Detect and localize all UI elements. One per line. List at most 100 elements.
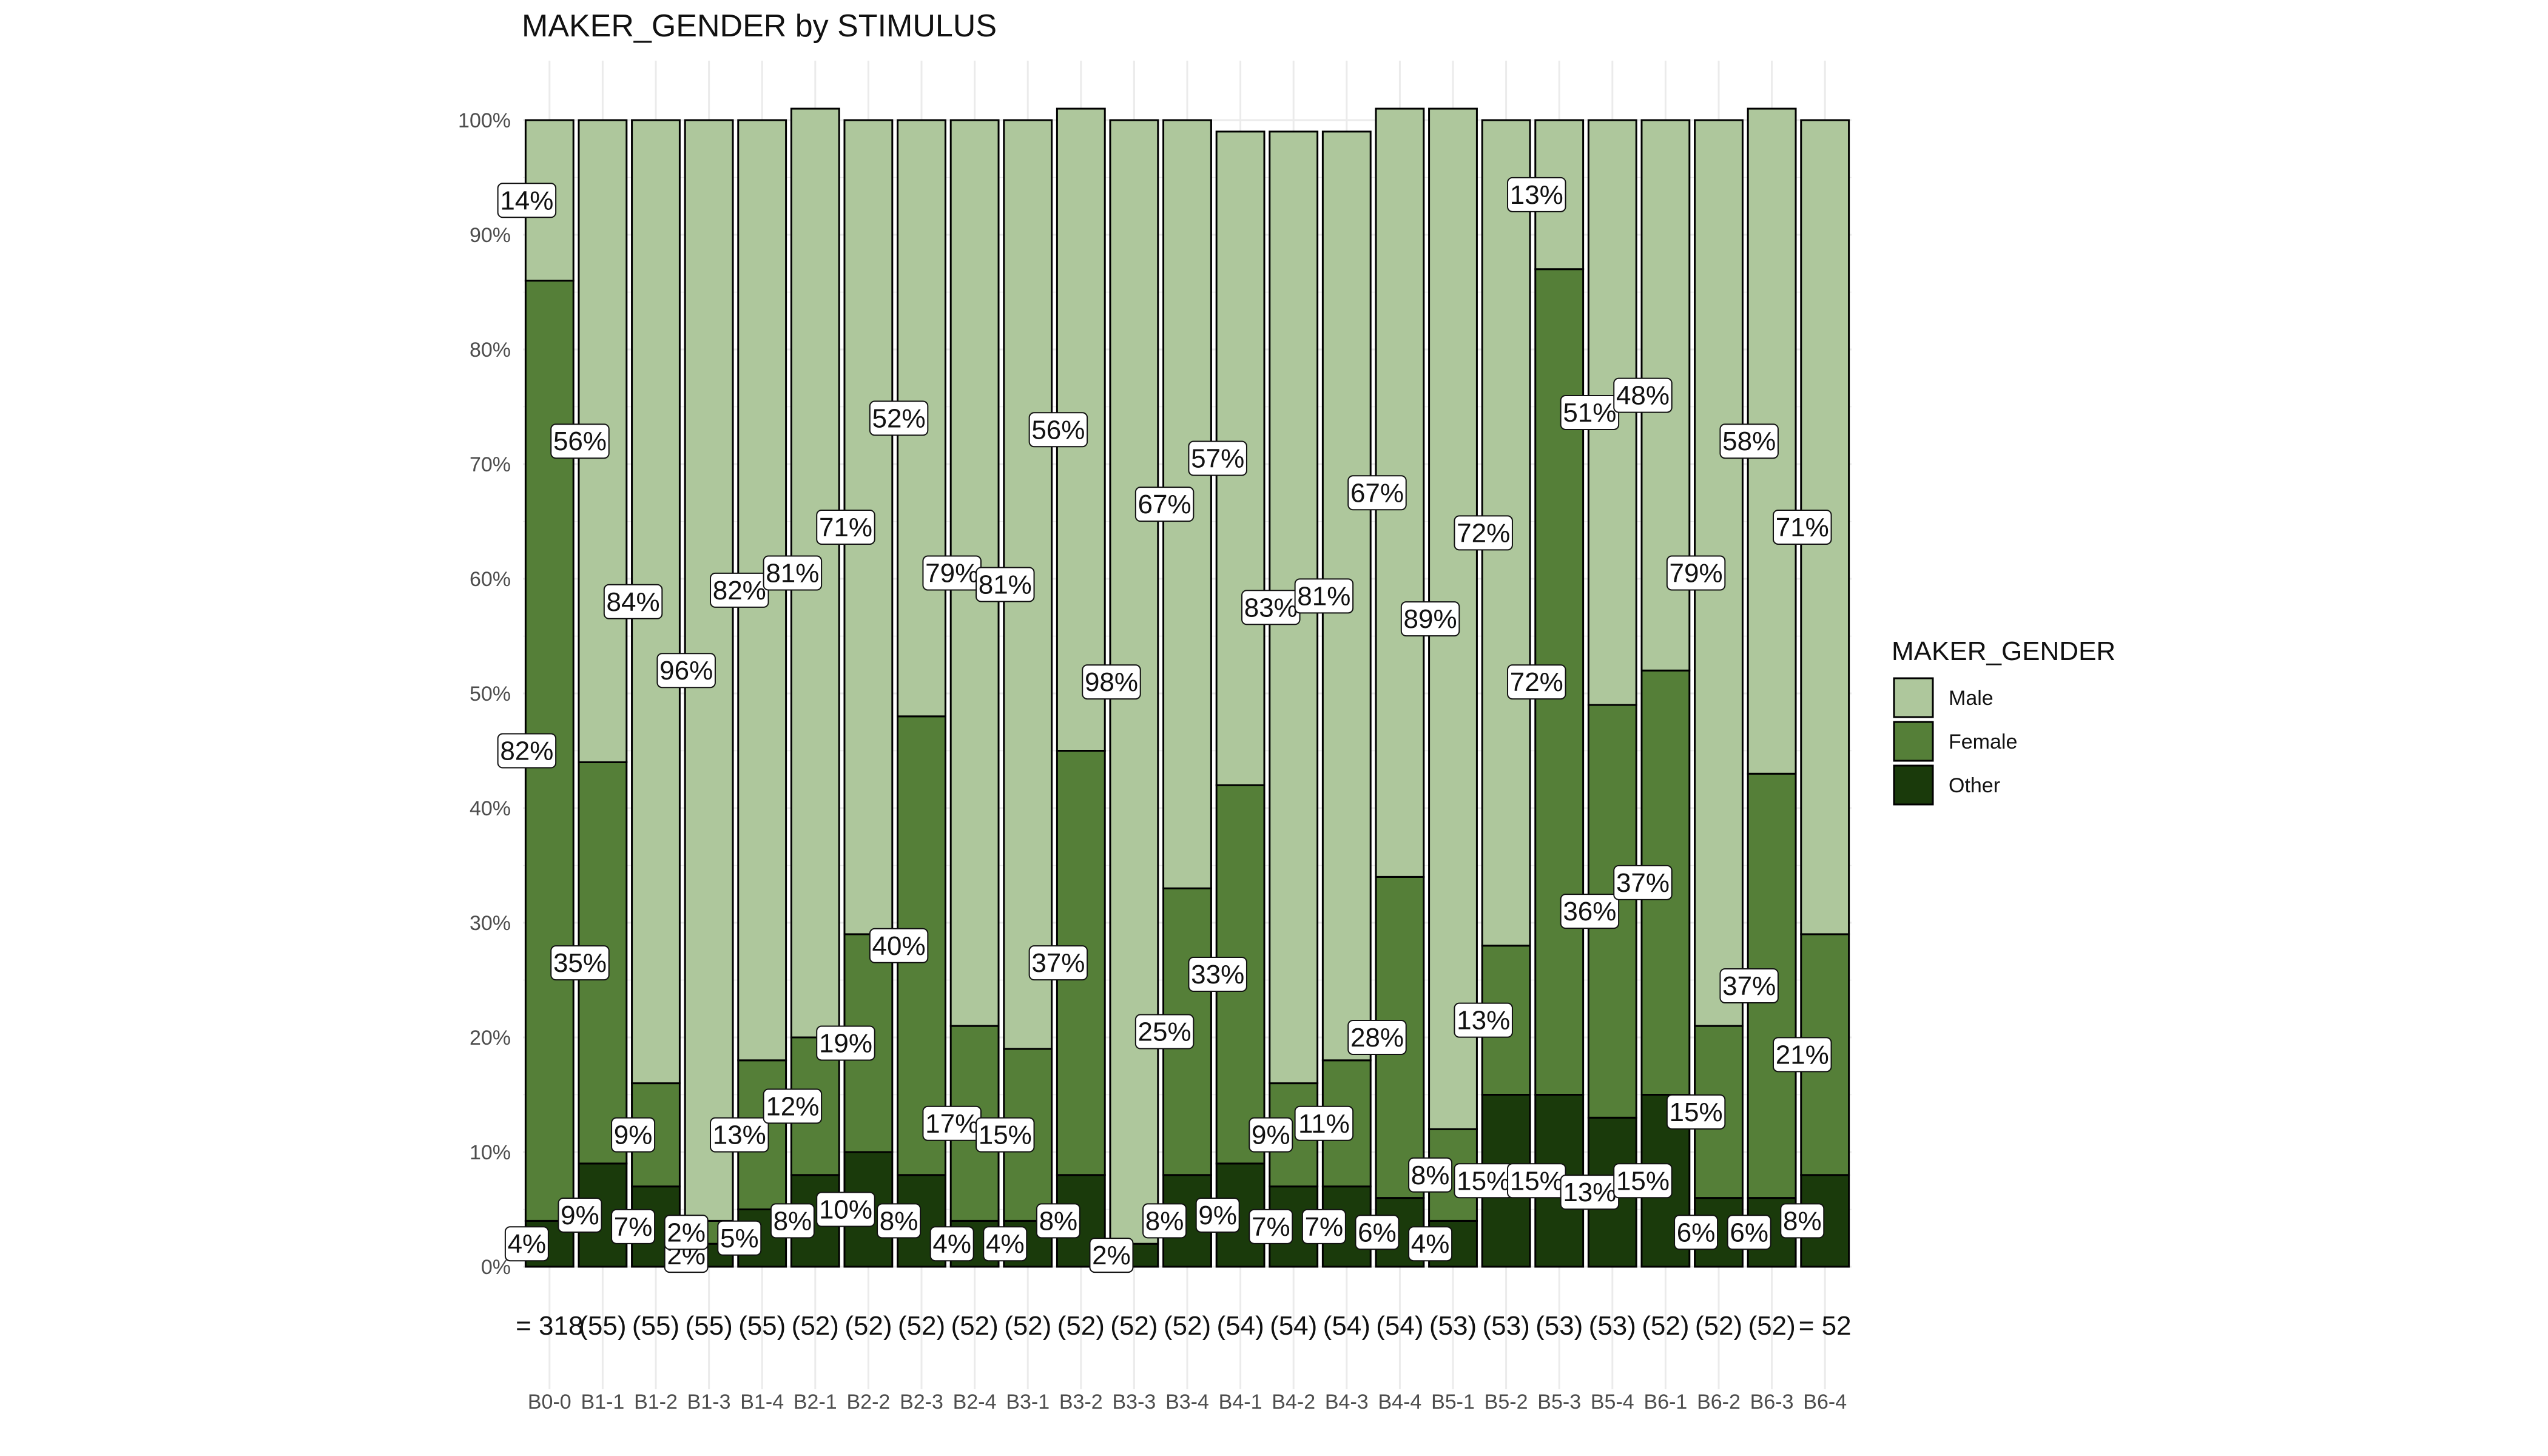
svg-text:57%: 57% [1191,444,1244,474]
data-label: 15% [1454,1163,1513,1199]
data-label: 2% [664,1215,709,1250]
data-label: 83% [1241,590,1301,625]
data-label: 4% [504,1226,549,1262]
svg-text:79%: 79% [1670,559,1723,588]
data-label: 7% [611,1208,656,1244]
sample-size-label: (52) [844,1311,892,1341]
svg-text:48%: 48% [1616,381,1670,411]
y-tick-label: 70% [470,453,511,476]
svg-text:9%: 9% [1198,1201,1237,1230]
svg-text:81%: 81% [1297,581,1350,611]
x-tick-label: B3-2 [1059,1390,1103,1414]
svg-text:56%: 56% [1031,415,1085,445]
data-label: 81% [976,567,1035,602]
sample-size-label: (55) [632,1311,679,1341]
svg-text:37%: 37% [1031,948,1085,978]
svg-text:82%: 82% [500,736,553,766]
data-label: 36% [1560,894,1620,929]
svg-text:8%: 8% [1783,1206,1822,1236]
data-label: 14% [497,183,557,218]
svg-text:81%: 81% [979,570,1032,599]
svg-text:11%: 11% [1298,1109,1350,1139]
svg-text:9%: 9% [561,1201,599,1230]
data-label: 4% [1408,1226,1453,1262]
sample-size-label: (52) [1695,1311,1742,1341]
sample-size-label: (52) [792,1311,839,1341]
legend-label: Male [1949,687,1994,710]
data-label: 13% [1454,1002,1513,1038]
x-tick-label: B2-1 [794,1390,837,1414]
svg-text:12%: 12% [766,1091,819,1121]
data-label: 81% [763,555,823,591]
svg-text:83%: 83% [1244,593,1298,622]
data-label: 11% [1294,1105,1354,1141]
svg-text:19%: 19% [819,1028,872,1058]
svg-text:81%: 81% [766,559,819,588]
data-label: 56% [1028,412,1088,448]
svg-text:4%: 4% [932,1229,971,1259]
x-tick-label: B4-1 [1219,1390,1262,1414]
data-label: 4% [983,1226,1028,1262]
sample-size-label: (53) [1589,1311,1636,1341]
x-tick-label: B5-1 [1431,1390,1475,1414]
svg-text:8%: 8% [1411,1161,1450,1190]
sample-size-label: (54) [1323,1311,1370,1341]
x-tick-label: B5-4 [1591,1390,1634,1414]
x-tick-label: B2-3 [900,1390,943,1414]
legend-key [1893,764,1934,806]
svg-text:71%: 71% [819,513,872,542]
svg-text:6%: 6% [1677,1218,1716,1247]
data-label: 15% [1613,1163,1673,1199]
sample-size-label: (52) [1164,1311,1211,1341]
x-tick-label: B6-3 [1750,1390,1794,1414]
data-label: 21% [1773,1037,1832,1073]
svg-text:84%: 84% [607,587,660,617]
data-label: 72% [1507,664,1566,700]
y-tick-label: 80% [470,339,511,362]
x-tick-label: B0-0 [528,1390,571,1414]
svg-text:8%: 8% [774,1206,812,1236]
y-tick-label: 10% [470,1141,511,1164]
legend-item-male: Male [1893,677,1994,718]
x-axis-ticks: B0-0 B1-1 B1-2 B1-3 B1-4 B2-1 B2-2 B2-3 B2-4 B3-1… [528,1390,1847,1414]
sample-size-label: (52) [1748,1311,1795,1341]
svg-text:89%: 89% [1404,604,1457,634]
sample-size-label: (52) [1110,1311,1158,1341]
legend: MAKER_GENDER Male Female Other [1892,636,2115,806]
data-label: 13% [1507,177,1566,212]
sample-size-label: (54) [1216,1311,1264,1341]
legend-key [1893,721,1934,762]
svg-text:9%: 9% [614,1121,653,1150]
svg-text:4%: 4% [1411,1229,1450,1259]
x-tick-label: B2-2 [846,1390,890,1414]
svg-text:15%: 15% [1670,1097,1723,1127]
svg-text:4%: 4% [508,1229,547,1259]
data-label: 19% [816,1025,875,1061]
sample-size-label: (54) [1270,1311,1317,1341]
svg-text:21%: 21% [1776,1040,1829,1070]
data-label: 96% [656,653,716,689]
svg-text:6%: 6% [1730,1218,1768,1247]
svg-text:37%: 37% [1616,868,1670,898]
svg-text:8%: 8% [1145,1206,1184,1236]
svg-text:79%: 79% [925,559,979,588]
data-label: 9% [611,1117,656,1153]
x-tick-label: B3-4 [1165,1390,1209,1414]
x-tick-label: B5-2 [1485,1390,1528,1414]
legend-title: MAKER_GENDER [1892,636,2115,666]
sample-size-label: (53) [1429,1311,1477,1341]
data-label: 84% [603,584,663,619]
data-label: 56% [550,423,610,459]
svg-text:4%: 4% [986,1229,1025,1259]
x-tick-label: B3-1 [1006,1390,1050,1414]
svg-text:7%: 7% [1305,1212,1344,1242]
data-label: 8% [1036,1203,1080,1239]
y-tick-label: 50% [470,682,511,706]
svg-text:7%: 7% [1252,1212,1290,1242]
x-tick-label: B1-2 [634,1390,678,1414]
data-label: 8% [1780,1203,1825,1239]
data-label: 67% [1347,475,1407,511]
legend-label: Female [1949,730,2017,753]
